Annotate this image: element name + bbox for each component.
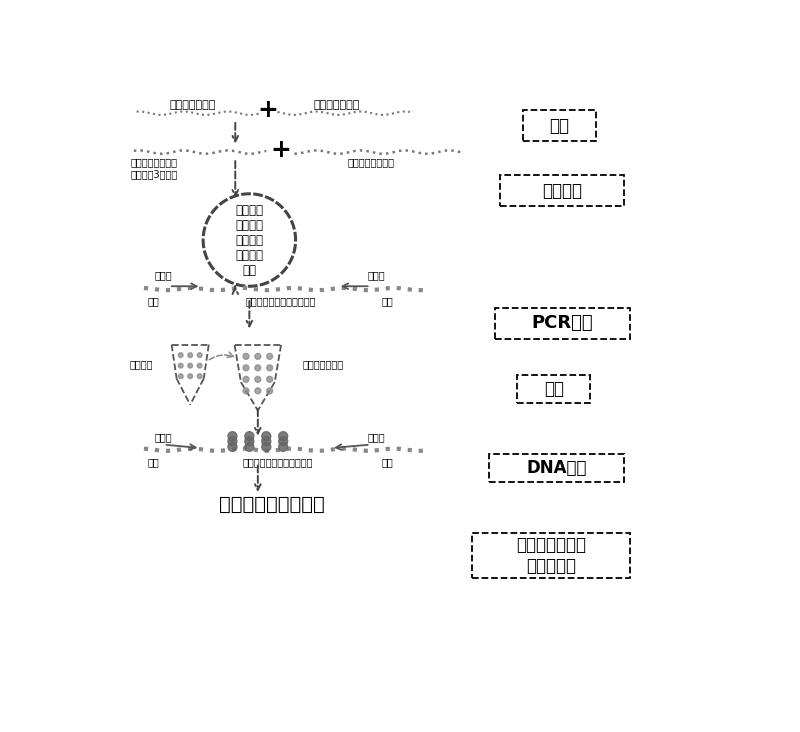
Bar [517,376,590,403]
Circle shape [245,432,254,441]
Circle shape [255,376,261,382]
Bar [522,111,596,141]
Circle shape [255,365,261,371]
Text: 手臂: 手臂 [382,296,394,307]
Text: 携带串联
多拷贝靶
素反应元
件的重组
载体: 携带串联 多拷贝靶 素反应元 件的重组 载体 [235,203,263,277]
Circle shape [188,374,193,378]
Text: +: + [258,98,278,122]
Circle shape [178,353,183,357]
Text: PCR扩增: PCR扩增 [531,314,593,332]
Circle shape [255,388,261,394]
Text: +: + [270,138,291,162]
Text: 手臂: 手臂 [148,458,159,468]
Circle shape [243,388,249,394]
Text: DNA沉降: DNA沉降 [526,459,586,477]
Text: 串联多拷贝同靶素反应元件: 串联多拷贝同靶素反应元件 [245,296,316,307]
Text: 生物素: 生物素 [367,432,385,442]
Circle shape [262,442,270,452]
Circle shape [278,432,288,441]
Text: 具结本激活器索应
应元件（3拷贝）: 具结本激活器索应 应元件（3拷贝） [131,157,178,179]
Text: 手臂: 手臂 [382,458,394,468]
Circle shape [278,437,288,446]
Text: 退火: 退火 [550,117,570,135]
Text: 亲核蛋酶正文链: 亲核蛋酶正文链 [170,100,216,111]
Text: 玉糖索: 玉糖索 [155,271,173,280]
Text: 质谱或免疫印迹鉴定: 质谱或免疫印迹鉴定 [219,496,325,515]
Circle shape [266,354,273,359]
Bar [489,454,624,482]
Circle shape [243,354,249,359]
Circle shape [262,432,270,441]
Text: 亲核蛋酶衔文链: 亲核蛋酶衔文链 [314,100,360,111]
Circle shape [228,442,237,452]
Text: 核受体或辅调节
蛋白的鉴定: 核受体或辅调节 蛋白的鉴定 [516,537,586,575]
Circle shape [266,388,273,394]
Text: 手臂: 手臂 [148,296,159,307]
Circle shape [245,442,254,452]
Text: 未合善包断紧降: 未合善包断紧降 [303,359,344,369]
Circle shape [178,363,183,368]
Circle shape [255,354,261,359]
Circle shape [178,374,183,378]
Circle shape [262,437,270,446]
Text: 生物索: 生物索 [367,271,385,280]
Text: 生物索: 生物索 [155,432,173,442]
Text: 体外连接: 体外连接 [542,182,582,200]
Circle shape [278,442,288,452]
Circle shape [266,376,273,382]
Text: 级联合捕捉到靶素反应元件: 级联合捕捉到靶素反应元件 [242,458,313,468]
Circle shape [188,353,193,357]
Circle shape [245,437,254,446]
Circle shape [228,432,237,441]
Text: 核液提取: 核液提取 [130,359,153,369]
Circle shape [228,437,237,446]
Circle shape [198,363,202,368]
Bar [494,307,630,339]
Circle shape [198,374,202,378]
Circle shape [243,376,249,382]
Bar [472,533,630,578]
Text: 具结半激活化裁供: 具结半激活化裁供 [347,157,394,167]
Text: 固定: 固定 [544,381,564,398]
Circle shape [266,365,273,371]
Circle shape [188,363,193,368]
Circle shape [243,365,249,371]
Circle shape [198,353,202,357]
Bar [500,175,624,206]
